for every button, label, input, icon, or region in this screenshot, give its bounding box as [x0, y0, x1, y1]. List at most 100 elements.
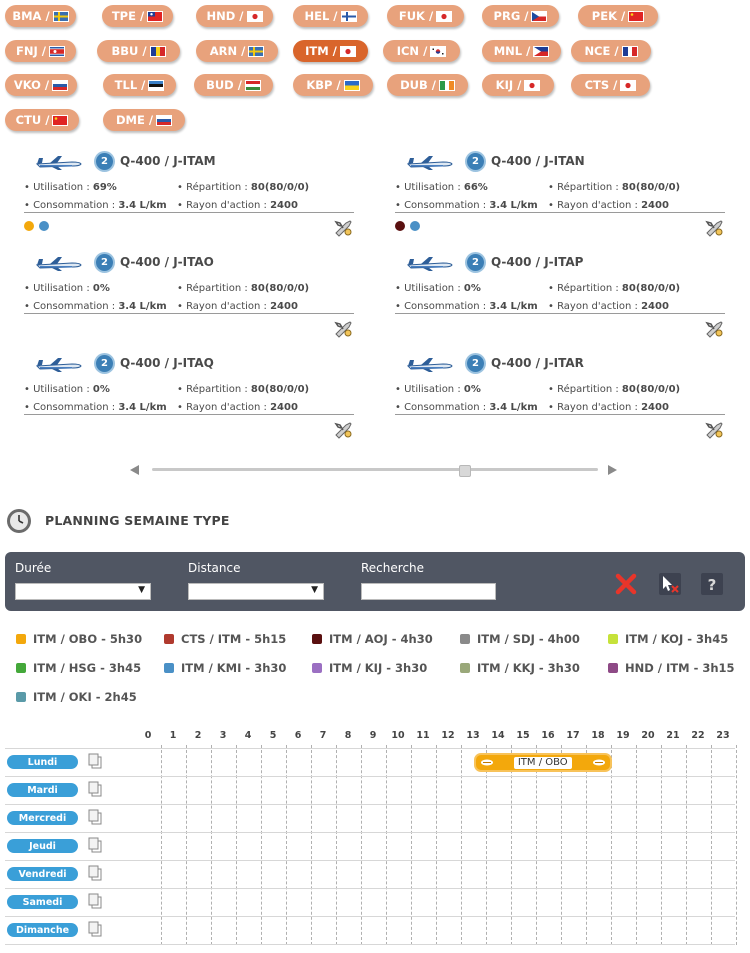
stat-value: 80(80/0/0) [250, 384, 310, 395]
aircraft-title[interactable]: Q-400 / J-ITAN [491, 154, 585, 168]
airport-pill-dme[interactable]: DME / [103, 109, 185, 131]
copy-icon[interactable] [88, 753, 102, 769]
aircraft-slider[interactable] [130, 462, 620, 480]
airport-pill-hel[interactable]: HEL / [293, 5, 368, 27]
stat-value: 2400 [641, 200, 669, 211]
stat-consommation: Consommation : 3.4 L/km [24, 301, 167, 312]
legend-item[interactable]: ITM / KMI - 3h30 [164, 661, 286, 675]
legend-swatch [460, 634, 470, 644]
hour-divider [661, 745, 662, 945]
airport-pill-itm[interactable]: ITM / [293, 40, 368, 62]
aircraft-title[interactable]: Q-400 / J-ITAO [120, 255, 214, 269]
airport-pill-label: VKO / [13, 78, 50, 92]
legend-item[interactable]: ITM / HSG - 3h45 [16, 661, 141, 675]
flag-icon [430, 45, 447, 57]
airport-pill-bud[interactable]: BUD / [194, 74, 273, 96]
flag-icon [48, 45, 65, 57]
legend-item[interactable]: ITM / AOJ - 4h30 [312, 632, 433, 646]
flight-block[interactable]: ITM / OBO [474, 753, 612, 772]
airport-pill-kij[interactable]: KIJ / [482, 74, 554, 96]
day-button[interactable]: Lundi [7, 755, 78, 769]
maintenance-tools-icon[interactable] [334, 421, 354, 439]
airport-pill-cts[interactable]: CTS / [571, 74, 650, 96]
aircraft-title[interactable]: Q-400 / J-ITAQ [120, 356, 214, 370]
airport-pill-bbu[interactable]: BBU / [97, 40, 180, 62]
maintenance-tools-icon[interactable] [334, 320, 354, 338]
airport-pill-label: PEK / [591, 9, 626, 23]
slider-thumb[interactable] [459, 465, 472, 477]
stat-repartition: Répartition : 80(80/0/0) [548, 182, 680, 193]
hour-label: 10 [391, 730, 405, 741]
airport-pill-vko[interactable]: VKO / [5, 74, 77, 96]
maintenance-tools-icon[interactable] [334, 219, 354, 237]
hour-divider [711, 745, 712, 945]
legend-swatch [16, 692, 26, 702]
copy-icon[interactable] [88, 893, 102, 909]
aircraft-title[interactable]: Q-400 / J-ITAP [491, 255, 584, 269]
level-badge: 2 [467, 153, 484, 170]
flag-icon [621, 45, 638, 57]
airport-pill-tpe[interactable]: TPE / [102, 5, 173, 27]
clear-filters-button[interactable] [613, 571, 639, 597]
filter-bar: Durée Distance Recherche ? [5, 552, 745, 611]
airport-pill-pek[interactable]: PEK / [578, 5, 658, 27]
legend-label: ITM / OKI - 2h45 [33, 690, 137, 704]
copy-icon[interactable] [88, 809, 102, 825]
slider-left-arrow-icon[interactable] [130, 465, 139, 475]
maintenance-tools-icon[interactable] [705, 320, 725, 338]
legend-swatch [164, 663, 174, 673]
flag-icon [340, 10, 357, 22]
reset-cursor-button[interactable] [657, 571, 683, 597]
aircraft-title[interactable]: Q-400 / J-ITAM [120, 154, 216, 168]
day-button[interactable]: Jeudi [7, 839, 78, 853]
airport-pill-ctu[interactable]: CTU / [5, 109, 79, 131]
distance-select[interactable] [188, 583, 324, 600]
stat-label: Consommation : [24, 200, 118, 211]
route-color-dot [39, 221, 49, 231]
airport-pill-bma[interactable]: BMA / [5, 5, 76, 27]
airport-pill-tll[interactable]: TLL / [103, 74, 176, 96]
legend-item[interactable]: HND / ITM - 3h15 [608, 661, 735, 675]
legend-item[interactable]: ITM / OKI - 2h45 [16, 690, 137, 704]
airport-pill-hnd[interactable]: HND / [196, 5, 273, 27]
duree-select[interactable] [15, 583, 151, 600]
stat-value: 80(80/0/0) [250, 182, 310, 193]
hour-label: 2 [194, 730, 202, 741]
copy-icon[interactable] [88, 921, 102, 937]
airport-pill-kbp[interactable]: KBP / [293, 74, 373, 96]
slider-right-arrow-icon[interactable] [608, 465, 617, 475]
legend-item[interactable]: ITM / SDJ - 4h00 [460, 632, 580, 646]
day-button[interactable]: Dimanche [7, 923, 78, 937]
day-button[interactable]: Vendredi [7, 867, 78, 881]
copy-icon[interactable] [88, 781, 102, 797]
copy-icon[interactable] [88, 865, 102, 881]
airport-pill-prg[interactable]: PRG / [482, 5, 559, 27]
day-button[interactable]: Mardi [7, 783, 78, 797]
legend-item[interactable]: ITM / OBO - 5h30 [16, 632, 142, 646]
maintenance-tools-icon[interactable] [705, 421, 725, 439]
airport-pill-fuk[interactable]: FUK / [387, 5, 464, 27]
airport-pill-dub[interactable]: DUB / [387, 74, 468, 96]
hour-divider [636, 745, 637, 945]
search-input[interactable] [361, 583, 496, 600]
day-button[interactable]: Mercredi [7, 811, 78, 825]
legend-item[interactable]: ITM / KOJ - 3h45 [608, 632, 728, 646]
airport-pill-icn[interactable]: ICN / [383, 40, 460, 62]
airport-pill-arn[interactable]: ARN / [196, 40, 278, 62]
day-button[interactable]: Samedi [7, 895, 78, 909]
copy-icon[interactable] [88, 837, 102, 853]
airport-pill-nce[interactable]: NCE / [571, 40, 651, 62]
maintenance-tools-icon[interactable] [705, 219, 725, 237]
hour-label: 16 [541, 730, 555, 741]
help-button[interactable]: ? [699, 571, 725, 597]
airport-pill-fnj[interactable]: FNJ / [5, 40, 76, 62]
legend-label: ITM / KMI - 3h30 [181, 661, 287, 675]
legend-item[interactable]: ITM / KKJ - 3h30 [460, 661, 580, 675]
stat-value: 3.4 L/km [118, 301, 167, 312]
legend-item[interactable]: ITM / KIJ - 3h30 [312, 661, 427, 675]
hour-divider [161, 745, 162, 945]
slider-track[interactable] [152, 468, 598, 471]
aircraft-title[interactable]: Q-400 / J-ITAR [491, 356, 584, 370]
airport-pill-mnl[interactable]: MNL / [482, 40, 561, 62]
legend-item[interactable]: CTS / ITM - 5h15 [164, 632, 286, 646]
